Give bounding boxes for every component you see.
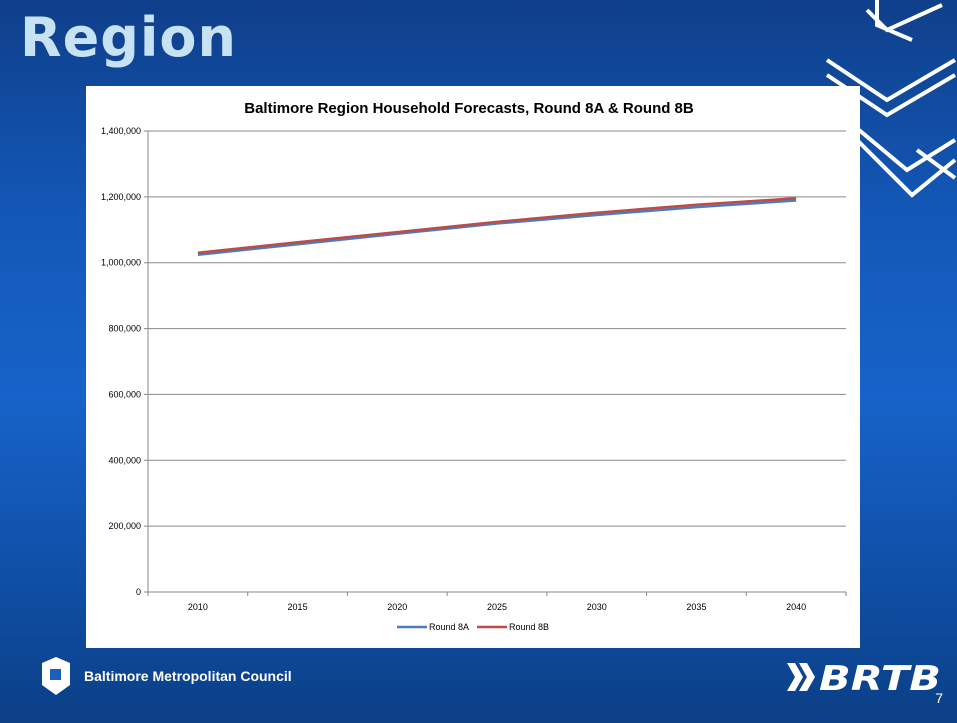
x-tick-label: 2040: [786, 602, 806, 612]
brtb-logo-text: BRTB: [819, 659, 941, 697]
x-tick-label: 2030: [587, 602, 607, 612]
y-tick-label: 800,000: [108, 324, 141, 334]
y-tick-label: 1,400,000: [101, 126, 141, 136]
y-tick-label: 1,000,000: [101, 258, 141, 268]
chart-title: Baltimore Region Household Forecasts, Ro…: [244, 100, 694, 117]
chart-container: Baltimore Region Household Forecasts, Ro…: [86, 86, 860, 648]
slide-title: Region: [20, 6, 237, 69]
bmc-logo-icon: [42, 657, 70, 695]
slide-number: 7: [935, 690, 943, 706]
series-line-round-8a: [197, 199, 797, 257]
x-tick-label: 2020: [387, 602, 407, 612]
x-tick-label: 2035: [686, 602, 706, 612]
legend-label: Round 8B: [509, 622, 549, 632]
organization-name: Baltimore Metropolitan Council: [84, 668, 292, 684]
x-tick-label: 2015: [288, 602, 308, 612]
brtb-logo-icon: BRTB: [787, 659, 941, 697]
series-line-round-8b: [197, 196, 797, 255]
y-tick-label: 0: [136, 587, 141, 597]
x-tick-label: 2025: [487, 602, 507, 612]
x-tick-label: 2010: [188, 602, 208, 612]
legend-label: Round 8A: [429, 622, 469, 632]
y-tick-label: 600,000: [108, 389, 141, 399]
y-tick-label: 1,200,000: [101, 192, 141, 202]
chart-svg: Baltimore Region Household Forecasts, Ro…: [101, 100, 847, 632]
y-tick-label: 200,000: [108, 521, 141, 531]
y-tick-label: 400,000: [108, 455, 141, 465]
